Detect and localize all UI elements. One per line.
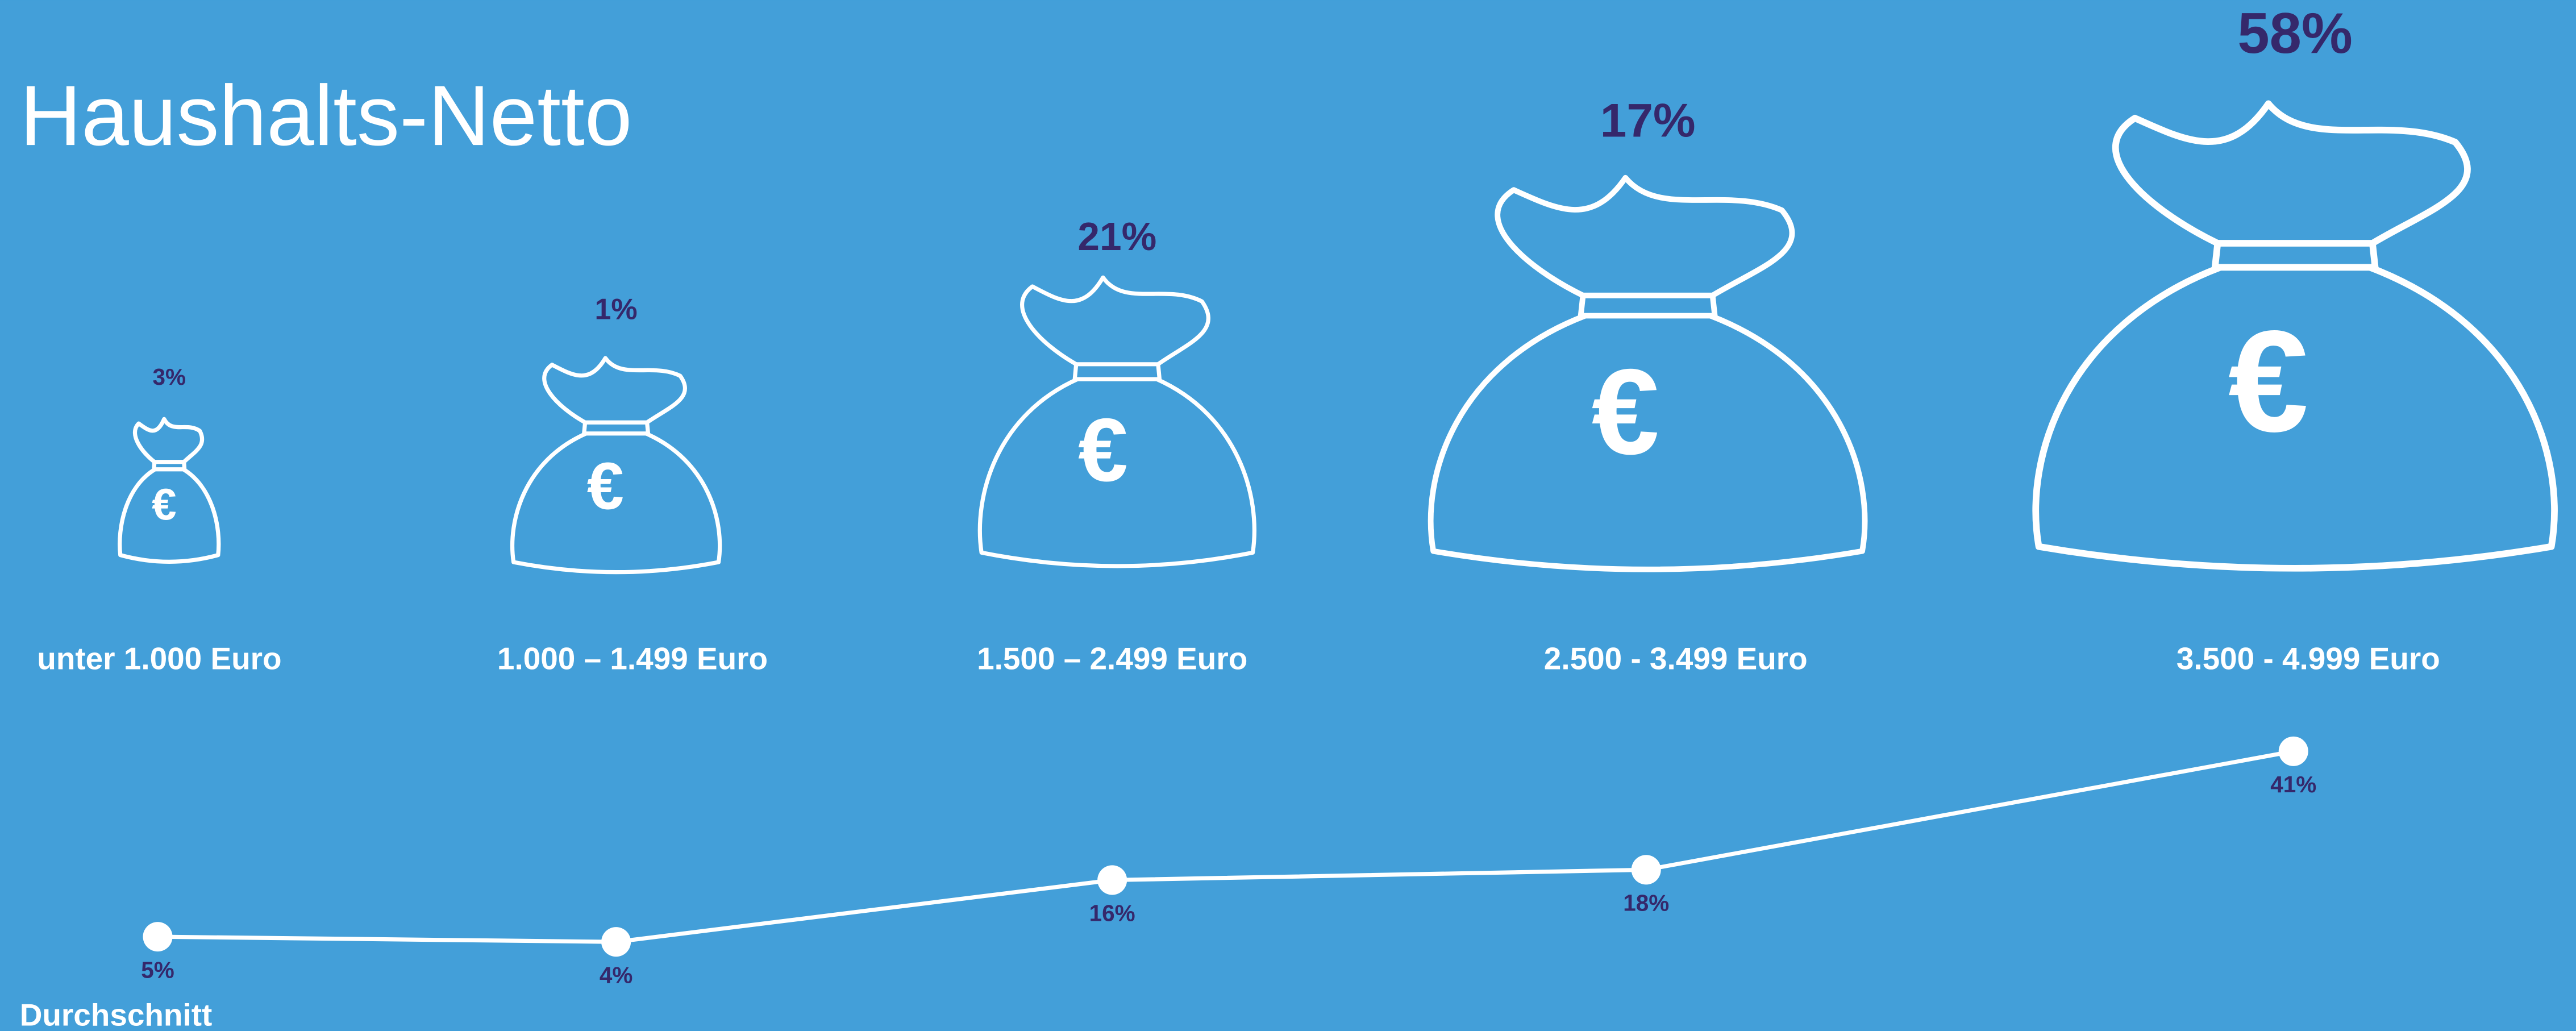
- average-point: [1631, 855, 1661, 885]
- money-bag: €: [1428, 174, 1868, 572]
- bag-value-label: 3%: [153, 364, 186, 390]
- bag-value-label: 21%: [1077, 214, 1156, 259]
- bag-knot: [133, 417, 205, 464]
- bag-body: [118, 467, 221, 564]
- euro-sign: €: [152, 479, 176, 529]
- chart-title: Haushalts-Netto: [20, 68, 632, 163]
- bag-body: [2032, 264, 2558, 572]
- bag-value-label: 17%: [1600, 94, 1696, 147]
- bag-body: [510, 431, 722, 575]
- euro-sign: €: [2228, 300, 2308, 462]
- average-point: [1097, 865, 1127, 895]
- legend-label: Durchschnitt: [20, 997, 213, 1031]
- euro-sign: €: [1078, 400, 1128, 500]
- category-label: 1.500 – 2.499 Euro: [977, 641, 1247, 676]
- average-value-label: 4%: [600, 962, 632, 988]
- average-value-label: 16%: [1089, 900, 1135, 926]
- average-point: [601, 927, 631, 957]
- average-point: [2278, 736, 2308, 766]
- bag-knot: [542, 356, 687, 425]
- average-value-label: 18%: [1623, 890, 1669, 916]
- money-bag: €: [118, 417, 221, 564]
- money-bag: €: [2032, 100, 2558, 572]
- bag-body: [977, 377, 1256, 568]
- category-label: unter 1.000 Euro: [37, 641, 281, 676]
- average-value-label: 41%: [2270, 771, 2316, 797]
- category-label: 3.500 - 4.999 Euro: [2177, 641, 2440, 676]
- bag-value-label: 1%: [595, 293, 638, 326]
- bag-body: [1428, 313, 1868, 572]
- money-bag: €: [977, 275, 1256, 568]
- bag-knot: [1020, 275, 1210, 366]
- money-bag: €: [510, 356, 722, 575]
- category-label: 1.000 – 1.499 Euro: [497, 641, 768, 676]
- average-value-label: 5%: [141, 957, 174, 983]
- bag-knot: [1495, 174, 1795, 298]
- category-label: 2.500 - 3.499 Euro: [1544, 641, 1808, 676]
- bag-knot: [2112, 100, 2471, 247]
- euro-sign: €: [1592, 344, 1659, 480]
- average-point: [143, 922, 173, 952]
- bag-value-label: 58%: [2237, 1, 2353, 65]
- euro-sign: €: [587, 448, 624, 523]
